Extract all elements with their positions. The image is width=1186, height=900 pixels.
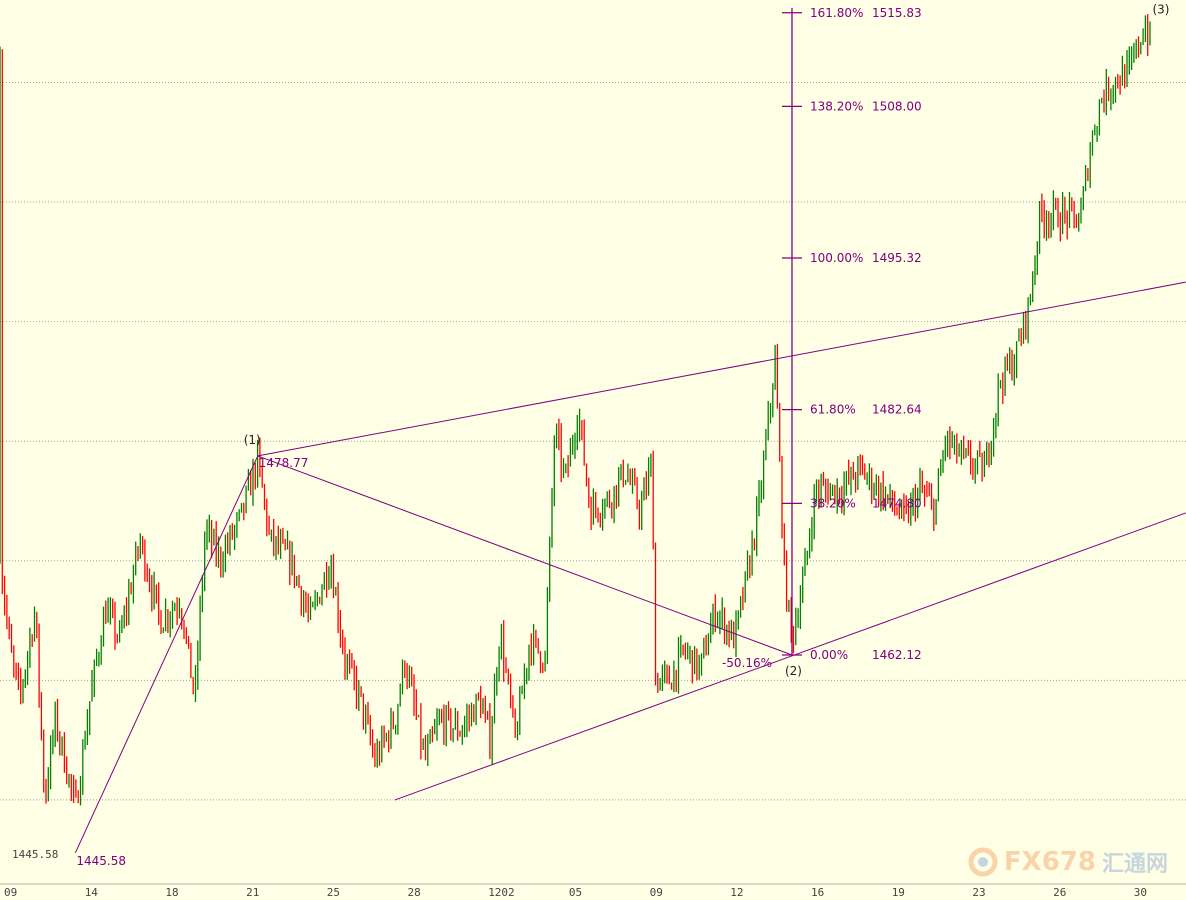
x-tick-label: 09 (4, 886, 17, 899)
fibonacci-pct-label: 161.80% (810, 6, 863, 20)
wave-line-0-1 (74, 455, 259, 853)
fibonacci-price-label: 1495.32 (872, 251, 922, 265)
x-tick-label: 23 (972, 886, 985, 899)
x-tick-label: 21 (246, 886, 259, 899)
fibonacci-pct-label: 38.20% (810, 496, 856, 510)
wave-label-1: (1) (244, 433, 261, 447)
fibonacci-price-label: 1515.83 (872, 6, 922, 20)
fibonacci-price-label: 1482.64 (872, 403, 922, 417)
fibonacci-pct-label: 138.20% (810, 99, 863, 113)
start-axis-label: 1445.58 (12, 848, 58, 861)
retracement-line (257, 455, 793, 656)
fibonacci-pct-label: 0.00% (810, 648, 848, 662)
x-tick-label: 1202 (488, 886, 515, 899)
fibonacci-price-label: 1474.80 (872, 496, 922, 510)
watermark-logo: FX678 汇通网 (968, 846, 1168, 878)
wave-1-price-label: 1478.77 (259, 456, 309, 470)
x-tick-label: 18 (165, 886, 178, 899)
x-tick-label: 16 (811, 886, 824, 899)
x-tick-label: 09 (650, 886, 663, 899)
upper-channel-line (257, 281, 1186, 457)
start-price-label: 1445.58 (76, 854, 126, 868)
watermark-cn: 汇通网 (1101, 852, 1168, 877)
x-tick-label: 14 (85, 886, 99, 899)
wave-label-3: (3) (1152, 3, 1169, 17)
x-tick-label: 30 (1134, 886, 1147, 899)
fibonacci-pct-label: 61.80% (810, 403, 856, 417)
x-tick-label: 12 (730, 886, 743, 899)
logo-icon (968, 847, 998, 877)
fibonacci-price-label: 1508.00 (872, 99, 922, 113)
x-tick-label: 19 (892, 886, 905, 899)
x-tick-label: 26 (1053, 886, 1066, 899)
x-tick-label: 25 (327, 886, 340, 899)
fibonacci-price-label: 1462.12 (872, 648, 922, 662)
fibonacci-pct-label: 100.00% (810, 251, 863, 265)
watermark-brand: FX678 (1003, 847, 1096, 877)
x-tick-label: 05 (569, 886, 582, 899)
wave-label-2: (2) (785, 664, 802, 678)
x-tick-label: 28 (408, 886, 421, 899)
lower-channel-line (394, 512, 1186, 801)
retracement-pct-label: -50.16% (722, 656, 772, 670)
